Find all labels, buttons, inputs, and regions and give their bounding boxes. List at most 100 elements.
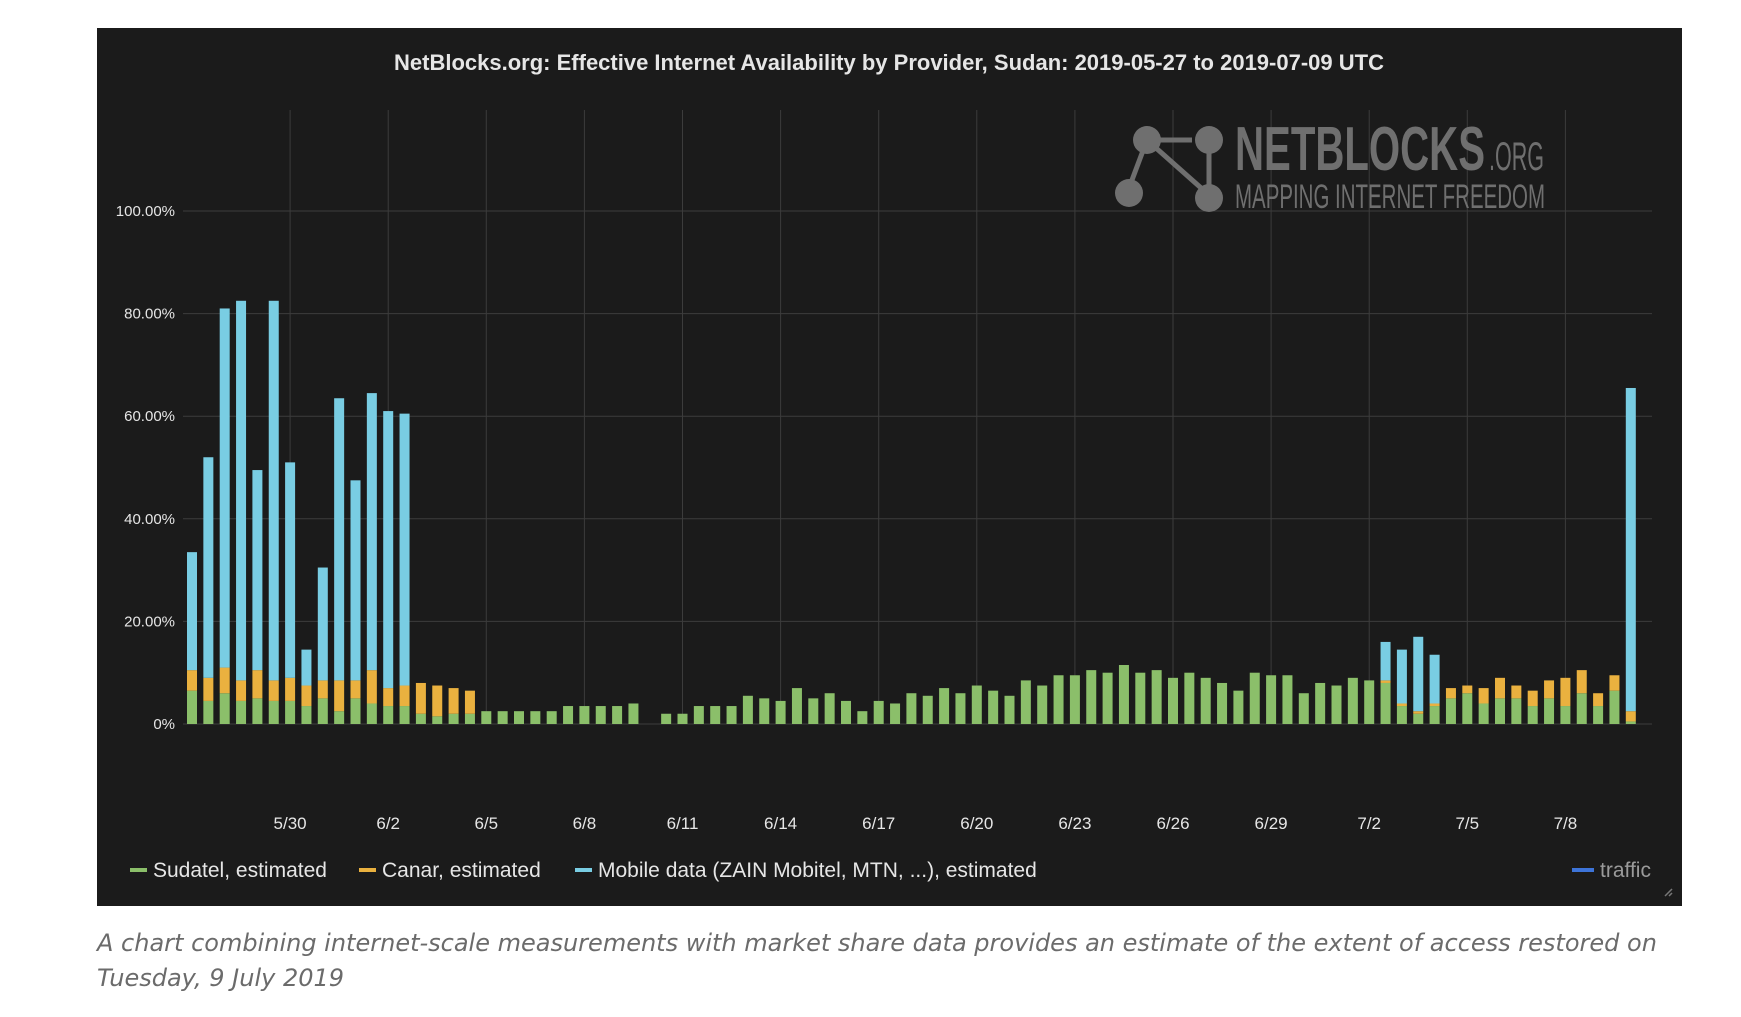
- bar-canar: [317, 680, 328, 699]
- bar-sudatel: [268, 700, 279, 724]
- bar-sudatel: [988, 690, 999, 724]
- bar-sudatel: [808, 698, 819, 724]
- chart-title: NetBlocks.org: Effective Internet Availa…: [394, 50, 1384, 75]
- bar-sudatel: [317, 698, 328, 724]
- bar-sudatel: [1020, 680, 1031, 724]
- bar-mobile-data: [366, 393, 377, 671]
- x-tick-label: 6/29: [1255, 814, 1288, 833]
- bar-sudatel: [350, 698, 361, 724]
- bar-sudatel: [612, 706, 623, 724]
- bar-mobile-data: [334, 398, 345, 681]
- bar-canar: [268, 680, 279, 701]
- bar-canar: [236, 680, 247, 701]
- bar-canar: [415, 682, 426, 714]
- y-tick-label: 0%: [153, 716, 175, 733]
- bar-canar: [187, 670, 197, 691]
- bar-canar: [1396, 703, 1407, 707]
- bar-sudatel: [1380, 682, 1391, 724]
- x-axis-labels: 5/30 6/2 6/5 6/8 6/11 6/14 6/17 6/20 6/23 6/26 6/2…: [274, 814, 1578, 833]
- bar-sudatel: [203, 700, 214, 724]
- bar-sudatel: [595, 706, 606, 724]
- bar-mobile-data: [383, 411, 394, 689]
- bar-mobile-data: [350, 480, 361, 681]
- bar-sudatel: [563, 706, 574, 724]
- bar-sudatel: [1298, 693, 1309, 724]
- bar-sudatel: [1609, 690, 1620, 724]
- x-tick-label: 6/17: [862, 814, 895, 833]
- gridlines: [183, 110, 1652, 725]
- bar-sudatel: [366, 703, 377, 724]
- bar-sudatel: [448, 713, 459, 724]
- bar-sudatel: [710, 706, 721, 724]
- y-axis-labels: 0% 20.00% 40.00% 60.00% 80.00% 100.00%: [116, 203, 175, 733]
- bar-sudatel: [1396, 706, 1407, 724]
- bar-canar: [203, 677, 214, 701]
- bar-sudatel: [1249, 672, 1260, 724]
- network-nodes-icon: [1115, 126, 1223, 212]
- bar-mobile-data: [203, 457, 214, 678]
- bar-sudatel: [922, 695, 933, 724]
- bar-sudatel: [481, 711, 492, 724]
- legend: Sudatel, estimated Canar, estimated Mobi…: [130, 859, 1651, 882]
- x-tick-label: 6/8: [573, 814, 597, 833]
- bar-sudatel: [1168, 677, 1178, 724]
- bar-sudatel: [1544, 698, 1555, 724]
- bar-sudatel: [1282, 675, 1293, 724]
- legend-item-sudatel[interactable]: Sudatel, estimated: [130, 859, 327, 882]
- y-tick-label: 80.00%: [124, 306, 175, 323]
- chart-svg: NetBlocks.org: Effective Internet Availa…: [116, 50, 1673, 897]
- watermark-tagline: MAPPING INTERNET FREEDOM: [1235, 178, 1545, 216]
- x-tick-label: 7/8: [1554, 814, 1578, 833]
- bar-sudatel: [759, 698, 770, 724]
- bar-canar: [219, 667, 230, 694]
- bar-mobile-data: [1429, 654, 1440, 704]
- y-tick-label: 20.00%: [124, 613, 175, 630]
- x-tick-label: 6/26: [1156, 814, 1189, 833]
- bar-sudatel: [628, 703, 639, 724]
- bar-sudatel: [890, 703, 901, 724]
- bar-sudatel: [873, 700, 884, 724]
- bar-sudatel: [497, 711, 508, 724]
- legend-item-mobile-data[interactable]: Mobile data (ZAIN Mobitel, MTN, ...), es…: [575, 859, 1037, 882]
- bar-mobile-data: [1625, 387, 1636, 712]
- resize-handle-icon[interactable]: [1664, 888, 1673, 897]
- legend-label-traffic: traffic: [1600, 859, 1651, 882]
- y-tick-label: 40.00%: [124, 511, 175, 528]
- bar-canar: [383, 688, 394, 707]
- bar-canar: [1576, 670, 1587, 694]
- bar-sudatel: [1102, 672, 1113, 724]
- bar-sudatel: [252, 698, 263, 724]
- bar-canar: [1429, 703, 1440, 707]
- bar-sudatel: [514, 711, 524, 724]
- bar-sudatel: [399, 706, 410, 724]
- x-tick-label: 6/20: [960, 814, 993, 833]
- bar-sudatel: [1429, 706, 1440, 724]
- bar-sudatel: [1315, 682, 1326, 724]
- bar-sudatel: [187, 690, 197, 724]
- bar-mobile-data: [187, 552, 197, 671]
- legend-item-traffic[interactable]: traffic: [1572, 859, 1651, 882]
- bar-sudatel: [1200, 677, 1211, 724]
- bar-sudatel: [955, 693, 966, 724]
- bar-sudatel: [1266, 675, 1277, 724]
- bar-sudatel: [1217, 682, 1228, 724]
- bar-sudatel: [742, 695, 753, 724]
- bar-canar: [1495, 677, 1505, 699]
- bar-canar: [301, 685, 312, 707]
- bar-sudatel: [236, 700, 247, 724]
- x-tick-label: 6/23: [1058, 814, 1091, 833]
- watermark-brand-suffix: .ORG: [1489, 135, 1544, 179]
- bar-sudatel: [939, 688, 950, 724]
- bar-mobile-data: [399, 413, 410, 686]
- bar-canar: [1478, 688, 1489, 704]
- bar-mobile-data: [301, 649, 312, 686]
- bar-sudatel: [1495, 698, 1505, 724]
- legend-item-canar[interactable]: Canar, estimated: [359, 859, 541, 882]
- bar-sudatel: [693, 706, 704, 724]
- bar-sudatel: [1135, 672, 1146, 724]
- bar-sudatel: [219, 693, 230, 724]
- bar-canar: [399, 685, 410, 707]
- bar-sudatel: [1527, 706, 1538, 724]
- bar-canar: [334, 680, 345, 712]
- bar-canar: [432, 685, 443, 717]
